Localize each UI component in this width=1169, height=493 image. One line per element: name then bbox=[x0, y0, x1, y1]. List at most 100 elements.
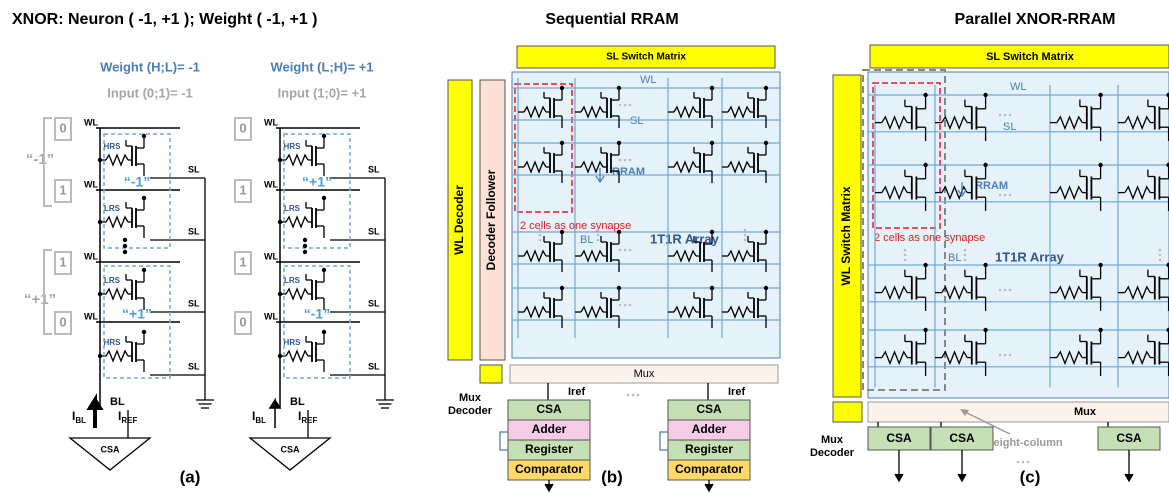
label: 0 bbox=[239, 120, 246, 135]
ellipsis-dot bbox=[1003, 193, 1007, 197]
output-arrow bbox=[957, 450, 967, 483]
label: SL bbox=[188, 298, 200, 308]
ellipsis-dot bbox=[628, 303, 632, 307]
node bbox=[277, 157, 283, 163]
label: CSA bbox=[1116, 431, 1142, 445]
node bbox=[122, 243, 128, 249]
current-label: IBL bbox=[252, 409, 266, 425]
node bbox=[763, 285, 769, 291]
annotation: RRAM bbox=[612, 166, 645, 178]
ellipsis-dot bbox=[636, 393, 640, 397]
node bbox=[1166, 92, 1169, 98]
node bbox=[616, 285, 622, 291]
ellipsis-dot bbox=[963, 258, 967, 262]
rram-arrow bbox=[957, 182, 967, 198]
node bbox=[321, 267, 327, 273]
label: CSA bbox=[100, 444, 120, 454]
panel-title: Sequential RRAM bbox=[545, 11, 678, 28]
bit-bracket bbox=[54, 311, 72, 335]
current-subscript: BL bbox=[75, 416, 86, 425]
ellipsis-dot bbox=[903, 253, 907, 257]
ellipsis-dot bbox=[1158, 248, 1162, 252]
resistor bbox=[727, 160, 751, 174]
label: SL bbox=[188, 361, 200, 371]
mux-box bbox=[509, 364, 779, 384]
feedback-arrow bbox=[499, 431, 508, 451]
annotation: 2 cells as one synapse bbox=[520, 220, 631, 232]
mux-decoder-box bbox=[832, 401, 863, 423]
annotation: 2 cells as one synapse bbox=[874, 232, 985, 244]
node bbox=[983, 262, 988, 268]
resistor bbox=[1056, 185, 1083, 201]
bit-bracket bbox=[54, 179, 72, 203]
sl-switch-matrix bbox=[869, 44, 1169, 69]
label: WL bbox=[264, 251, 278, 261]
bit-bracket bbox=[234, 117, 252, 141]
node bbox=[321, 133, 327, 139]
feedback-arrow bbox=[659, 431, 668, 451]
resistor bbox=[881, 115, 908, 131]
resistor bbox=[881, 285, 908, 301]
resistor bbox=[285, 349, 309, 363]
weight-label: Weight (L;H)= +1 bbox=[270, 59, 373, 74]
node bbox=[923, 92, 928, 98]
caption: (c) bbox=[1020, 467, 1041, 486]
resistor bbox=[941, 350, 968, 366]
rram-arrow bbox=[595, 168, 605, 184]
label: HRS bbox=[104, 338, 122, 347]
label: 1 bbox=[239, 182, 246, 197]
label: SL bbox=[368, 226, 380, 236]
resistor bbox=[881, 185, 908, 201]
resistor bbox=[580, 249, 604, 263]
resistor bbox=[673, 105, 697, 119]
ellipsis-dot bbox=[623, 248, 627, 252]
resistor bbox=[105, 153, 129, 167]
label: Iref bbox=[568, 386, 585, 398]
node bbox=[141, 195, 147, 201]
ellipsis-dot bbox=[963, 248, 967, 252]
resistor bbox=[1124, 185, 1151, 201]
ellipsis-dot bbox=[628, 158, 632, 162]
group-bracket bbox=[43, 117, 52, 335]
label: 1 bbox=[59, 182, 66, 197]
pointer-arrow-head bbox=[960, 409, 969, 416]
current-subscript: REF bbox=[301, 416, 317, 425]
label: Comparator bbox=[675, 462, 743, 476]
ellipsis-dot bbox=[596, 238, 600, 242]
block-label: Mux bbox=[459, 392, 482, 404]
label: Adder bbox=[532, 422, 567, 436]
block-label: SL Switch Matrix bbox=[986, 51, 1075, 63]
node bbox=[559, 140, 565, 146]
block-label: Mux bbox=[634, 368, 655, 380]
label: LRS bbox=[284, 276, 301, 285]
block-label: Mux bbox=[1074, 406, 1097, 418]
ellipsis-dot bbox=[743, 233, 747, 237]
node bbox=[277, 291, 283, 297]
sl-switch-matrix bbox=[516, 45, 776, 69]
node bbox=[97, 353, 103, 359]
node bbox=[1098, 327, 1103, 333]
node bbox=[141, 133, 147, 139]
pair-box bbox=[103, 265, 171, 379]
resistor bbox=[1056, 115, 1083, 131]
ellipsis-dot bbox=[538, 233, 542, 237]
ellipsis-dot bbox=[1158, 253, 1162, 257]
resistor bbox=[727, 105, 751, 119]
ellipsis-dot bbox=[1158, 258, 1162, 262]
ellipsis-dot bbox=[626, 393, 630, 397]
current-label: IREF bbox=[298, 409, 317, 425]
annotation: 1T1R Array bbox=[995, 249, 1065, 264]
ellipsis-dot bbox=[596, 233, 600, 237]
bit-bracket bbox=[54, 251, 72, 275]
label: Adder bbox=[692, 422, 727, 436]
annotation: WL bbox=[1010, 81, 1027, 93]
label: CSA bbox=[280, 444, 300, 454]
block-label: Decoder bbox=[448, 405, 493, 417]
node bbox=[302, 249, 308, 255]
ellipsis-dot bbox=[743, 238, 747, 242]
resistor bbox=[580, 305, 604, 319]
array-area bbox=[511, 71, 781, 359]
annotation: RRAM bbox=[975, 180, 1008, 192]
node bbox=[1166, 327, 1169, 333]
ellipsis-dot bbox=[1003, 113, 1007, 117]
